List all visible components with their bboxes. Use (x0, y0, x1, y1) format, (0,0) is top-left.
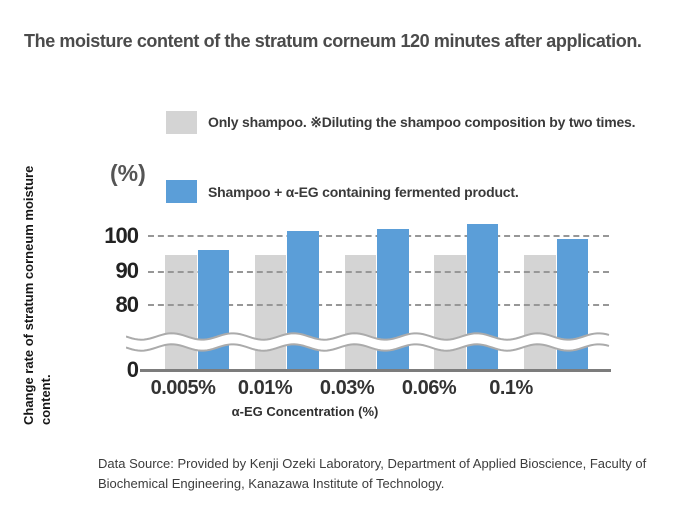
y-axis-unit-label: (%) (110, 160, 146, 186)
y-tick-100: 100 (104, 223, 139, 248)
x-axis-line (140, 369, 611, 372)
legend-label-alpha-eg: Shampoo + α-EG containing fermented prod… (208, 183, 519, 200)
y-tick-90: 90 (115, 258, 139, 283)
x-axis-title: α-EG Concentration (%) (231, 404, 379, 419)
legend-item-only-shampoo: Only shampoo. ※Diluting the shampoo comp… (166, 109, 636, 136)
legend-swatch-blue (166, 180, 197, 203)
y-tick-80: 80 (115, 292, 139, 317)
x-tick-0.06%: 0.06% (401, 377, 457, 399)
legend-item-alpha-eg: Shampoo + α-EG containing fermented prod… (166, 178, 519, 205)
bar-only-shampoo-0.03% (344, 254, 377, 371)
legend-label-only-shampoo: Only shampoo. ※Diluting the shampoo comp… (208, 114, 636, 130)
bar-only-shampoo-0.005% (165, 254, 197, 371)
data-source-note: Data Source: Provided by Kenji Ozeki Lab… (98, 456, 647, 491)
y-tick-0: 0 (126, 357, 139, 382)
y-axis-title: Change rate of stratum corneum moisture … (20, 145, 54, 425)
y-axis-break-wave (126, 332, 610, 352)
bar-only-shampoo-0.01% (254, 254, 287, 371)
x-tick-0.005%: 0.005% (150, 377, 216, 399)
x-tick-0.1%: 0.1% (489, 377, 533, 399)
bar-only-shampoo-0.06% (434, 254, 466, 371)
y-axis-title-text: Change rate of stratum corneum moisture … (21, 165, 53, 425)
legend-swatch-gray (166, 111, 197, 134)
x-tick-0.03%: 0.03% (319, 377, 375, 399)
x-tick-0.01%: 0.01% (237, 377, 293, 399)
bar-only-shampoo-0.1% (524, 254, 556, 371)
page-title: The moisture content of the stratum corn… (24, 31, 642, 51)
